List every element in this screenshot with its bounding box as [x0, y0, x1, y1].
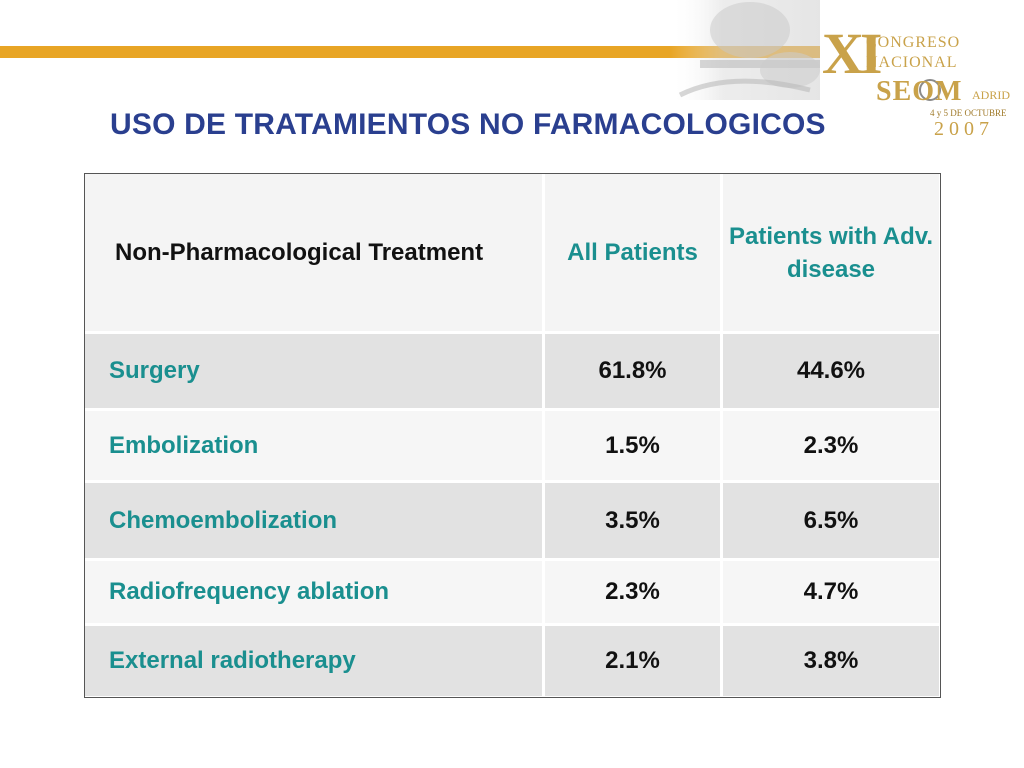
table-row: Chemoembolization 3.5% 6.5%: [85, 483, 940, 558]
table-row: Radiofrequency ablation 2.3% 4.7%: [85, 561, 940, 623]
all-patients-value: 1.5%: [545, 411, 723, 480]
header-treatment: Non-Pharmacological Treatment: [85, 174, 545, 331]
table-row: Embolization 1.5% 2.3%: [85, 411, 940, 480]
all-patients-value: 61.8%: [545, 334, 723, 408]
treatment-name: Radiofrequency ablation: [85, 561, 545, 623]
logo-nacional: NACIONAL: [866, 54, 958, 71]
logo-city: ADRID: [972, 88, 1010, 102]
treatment-table: Non-Pharmacological Treatment All Patien…: [84, 173, 941, 698]
all-patients-value: 2.3%: [545, 561, 723, 623]
logo-numeral: XI: [822, 21, 883, 86]
treatment-name: Embolization: [85, 411, 545, 480]
accent-bar: [0, 46, 820, 58]
table-header-row: Non-Pharmacological Treatment All Patien…: [85, 174, 940, 331]
table-row: External radiotherapy 2.1% 3.8%: [85, 626, 940, 696]
treatment-name: Chemoembolization: [85, 483, 545, 558]
logo-seom: SEOM: [876, 76, 963, 107]
congress-logo-artwork: [670, 0, 941, 101]
compass-icon: [919, 79, 941, 101]
adv-disease-value: 4.7%: [723, 561, 939, 623]
treatment-name: Surgery: [85, 334, 545, 408]
adv-disease-value: 44.6%: [723, 334, 939, 408]
adv-disease-value: 3.8%: [723, 626, 939, 696]
table-row: Surgery 61.8% 44.6%: [85, 334, 940, 408]
adv-disease-value: 2.3%: [723, 411, 939, 480]
all-patients-value: 3.5%: [545, 483, 723, 558]
adv-disease-value: 6.5%: [723, 483, 939, 558]
logo-dates: 4 y 5 DE OCTUBRE: [930, 108, 1007, 118]
header-all-patients: All Patients: [545, 174, 723, 331]
header-adv-disease: Patients with Adv. disease: [723, 174, 939, 331]
treatment-name: External radiotherapy: [85, 626, 545, 696]
logo-congreso: CONGRESO: [866, 34, 961, 51]
all-patients-value: 2.1%: [545, 626, 723, 696]
logo-year: 2007: [934, 118, 994, 140]
slide-title: USO DE TRATAMIENTOS NO FARMACOLOGICOS: [110, 108, 826, 141]
